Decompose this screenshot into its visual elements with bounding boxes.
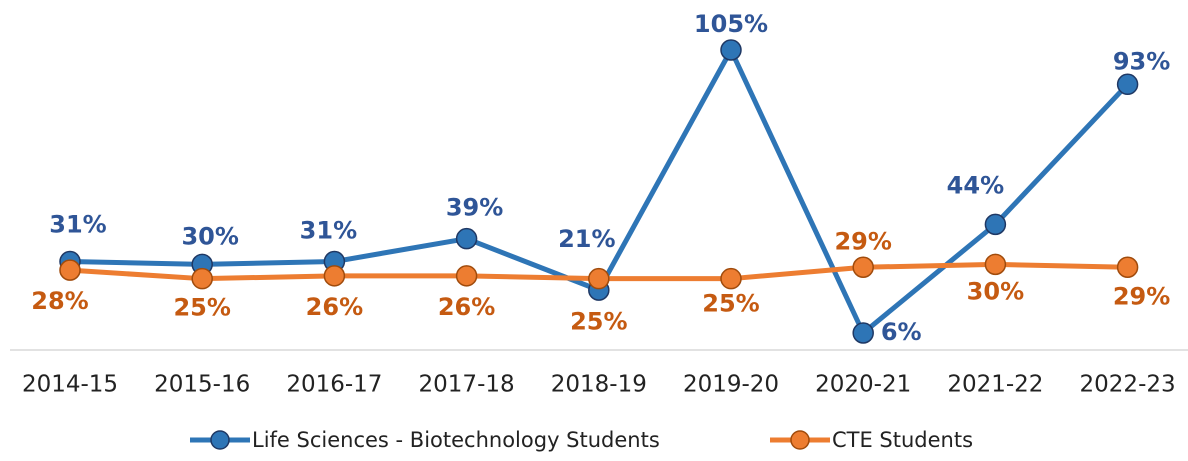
x-tick-label: 2021-22 xyxy=(947,372,1043,398)
data-label: 29% xyxy=(1113,282,1170,310)
data-label: 29% xyxy=(834,227,891,255)
x-tick-label: 2015-16 xyxy=(154,372,250,398)
legend-marker xyxy=(790,430,810,450)
legend-marker xyxy=(210,430,230,450)
marker xyxy=(984,253,1007,276)
data-label: 6% xyxy=(881,318,922,346)
data-label: 105% xyxy=(694,10,768,38)
marker xyxy=(852,322,874,344)
data-label: 30% xyxy=(967,277,1024,305)
x-tick-label: 2022-23 xyxy=(1080,372,1176,398)
legend-label: Life Sciences - Biotechnology Students xyxy=(252,428,660,452)
data-label: 30% xyxy=(181,222,238,250)
marker xyxy=(720,267,742,290)
data-label: 21% xyxy=(558,225,615,253)
marker xyxy=(1116,256,1139,279)
x-tick-label: 2016-17 xyxy=(286,372,382,398)
marker xyxy=(1116,73,1139,96)
data-label: 31% xyxy=(300,217,357,245)
x-tick-label: 2019-20 xyxy=(683,372,779,398)
data-label: 28% xyxy=(31,287,88,315)
marker xyxy=(455,227,478,250)
x-tick-label: 2017-18 xyxy=(419,372,515,398)
marker xyxy=(59,259,81,281)
data-label: 26% xyxy=(438,293,495,321)
marker xyxy=(455,265,478,287)
marker xyxy=(720,39,742,61)
data-label: 44% xyxy=(947,171,1004,199)
data-label: 25% xyxy=(570,308,627,336)
x-tick-label: 2020-21 xyxy=(815,372,911,398)
data-label: 93% xyxy=(1113,47,1170,75)
marker xyxy=(323,265,346,287)
x-tick-label: 2014-15 xyxy=(22,372,118,398)
legend-label: CTE Students xyxy=(832,428,973,452)
data-label: 25% xyxy=(173,294,230,322)
data-label: 31% xyxy=(49,211,106,239)
data-label: 25% xyxy=(702,290,759,318)
marker xyxy=(852,256,874,279)
marker xyxy=(588,267,610,290)
data-label: 26% xyxy=(306,293,363,321)
marker xyxy=(191,267,213,290)
marker xyxy=(984,213,1007,236)
data-label: 39% xyxy=(446,194,503,222)
x-tick-label: 2018-19 xyxy=(551,372,647,398)
